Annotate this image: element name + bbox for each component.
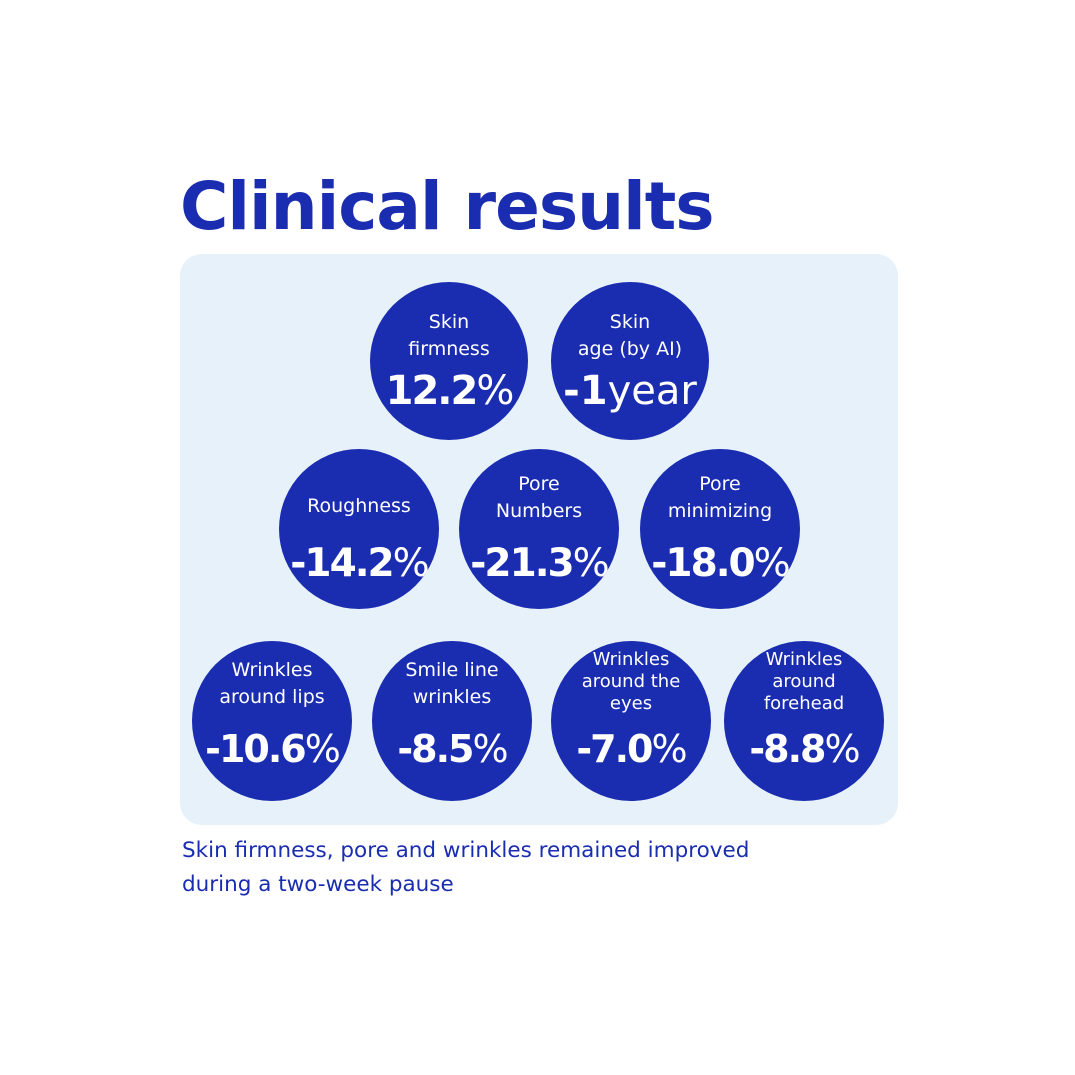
result-value: -7.0% bbox=[576, 727, 687, 771]
result-wrinkles-around-lips: Wrinkles around lips -10.6% bbox=[192, 641, 352, 801]
footnote: Skin firmness, pore and wrinkles remaine… bbox=[182, 838, 750, 897]
result-label: Wrinkles around forehead bbox=[763, 649, 845, 714]
result-value: -21.3% bbox=[470, 541, 609, 586]
result-value: -8.5% bbox=[397, 727, 508, 771]
result-smile-line-wrinkles: Smile line wrinkles -8.5% bbox=[372, 641, 532, 801]
result-label: Pore Numbers bbox=[495, 473, 583, 522]
result-value: -1year bbox=[563, 368, 697, 414]
result-value: -18.0% bbox=[651, 541, 790, 586]
result-value: -14.2% bbox=[290, 541, 429, 586]
result-label: Pore minimizing bbox=[667, 473, 773, 522]
result-skin-firmness: Skin firmness 12.2% bbox=[370, 282, 528, 440]
result-pore-numbers: Pore Numbers -21.3% bbox=[459, 449, 619, 609]
result-wrinkles-around-eyes: Wrinkles around the eyes -7.0% bbox=[551, 641, 711, 801]
result-skin-age: Skin age (by AI) -1year bbox=[551, 282, 709, 440]
result-pore-minimizing: Pore minimizing -18.0% bbox=[640, 449, 800, 609]
result-value: -8.8% bbox=[749, 727, 860, 771]
result-roughness: Roughness -14.2% bbox=[279, 449, 439, 609]
result-wrinkles-around-forehead: Wrinkles around forehead -8.8% bbox=[724, 641, 884, 801]
result-label: Wrinkles around the eyes bbox=[581, 649, 681, 714]
result-value: 12.2% bbox=[385, 368, 515, 414]
result-label: Skin age (by AI) bbox=[577, 311, 683, 360]
result-label: Roughness bbox=[307, 495, 411, 517]
result-label: Smile line wrinkles bbox=[405, 659, 499, 708]
result-label: Skin firmness bbox=[408, 311, 490, 360]
result-label: Wrinkles around lips bbox=[219, 659, 325, 708]
result-value: -10.6% bbox=[205, 727, 341, 771]
page-title: Clinical results bbox=[180, 168, 715, 245]
